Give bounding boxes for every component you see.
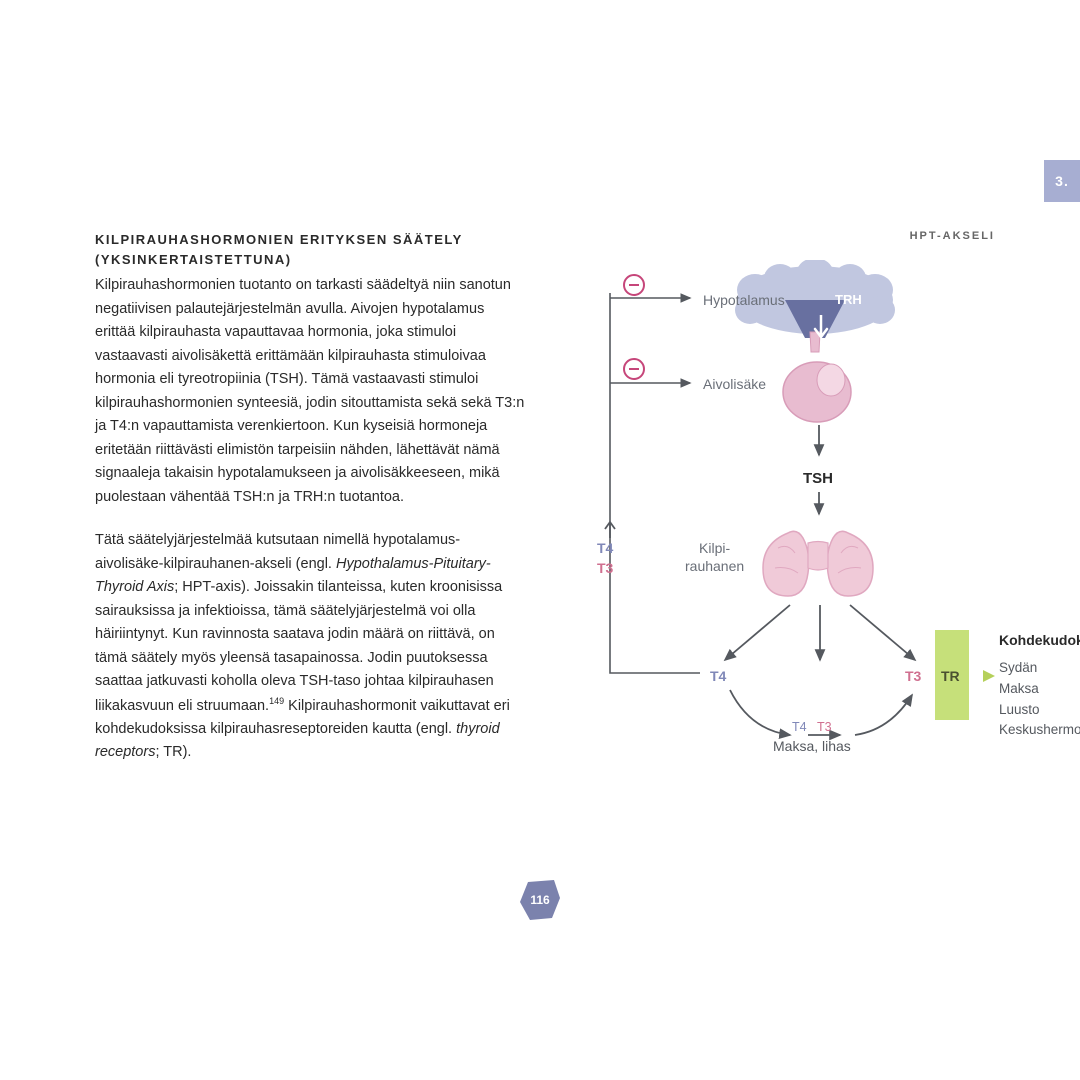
target-tissue-1: Sydän xyxy=(999,658,1080,679)
page-number-badge: 116 xyxy=(520,880,560,920)
minus-pituitary-icon xyxy=(623,358,645,380)
trh-label: TRH xyxy=(835,292,862,307)
diagram-title: HPT-AKSELI xyxy=(910,230,995,242)
pituitary-label: Aivolisäke xyxy=(703,376,766,392)
feedback-path xyxy=(595,278,715,698)
section-heading: KILPIRAUHASHORMONIEN ERITYKSEN SÄÄTELY (… xyxy=(95,230,525,270)
maksa-lihas-label: Maksa, lihas xyxy=(773,738,851,754)
feedback-up-arrow xyxy=(603,520,617,540)
diagram-column: HPT-AKSELI TRH xyxy=(555,230,995,765)
t3-small-label: T3 xyxy=(817,720,832,734)
paragraph-1: Kilpirauhashormonien tuotanto on tarkast… xyxy=(95,274,525,509)
hpt-axis-diagram: TRH TSH xyxy=(555,260,995,820)
tsh-label: TSH xyxy=(803,470,833,487)
text-column: KILPIRAUHASHORMONIEN ERITYKSEN SÄÄTELY (… xyxy=(95,230,525,765)
tr-label: TR xyxy=(941,668,960,684)
paragraph-2: Tätä säätelyjärjestelmää kutsutaan nimel… xyxy=(95,529,525,765)
chapter-tab: 3. xyxy=(1044,160,1080,202)
target-tissue-4: Keskushermosto xyxy=(999,720,1080,741)
target-tissue-2: Maksa xyxy=(999,679,1080,700)
hypothalamus-label: Hypotalamus xyxy=(703,292,785,308)
thyroid-illustration xyxy=(753,518,883,608)
heading-line1: KILPIRAUHASHORMONIEN ERITYKSEN SÄÄTELY xyxy=(95,232,463,247)
tr-arrow xyxy=(967,666,997,686)
arrow-pituitary-tsh xyxy=(811,425,827,465)
target-tissues-list: Kohdekudokset Sydän Maksa Luusto Keskush… xyxy=(999,630,1080,741)
t4-small-label: T4 xyxy=(792,720,807,734)
heading-line2: (YKSINKERTAISTETTUNA) xyxy=(95,252,292,267)
target-tissues-title: Kohdekudokset xyxy=(999,630,1080,652)
chapter-number: 3. xyxy=(1055,173,1069,189)
feedback-t4-label: T4 xyxy=(597,540,613,556)
minus-hypothalamus-icon xyxy=(623,274,645,296)
trh-down-arrow xyxy=(813,315,829,345)
target-tissue-3: Luusto xyxy=(999,700,1080,721)
page-number: 116 xyxy=(530,893,549,907)
brain-illustration xyxy=(725,260,905,360)
pituitary-illustration xyxy=(777,350,857,425)
feedback-t3-label: T3 xyxy=(597,560,613,576)
page-content: KILPIRAUHASHORMONIEN ERITYKSEN SÄÄTELY (… xyxy=(95,230,995,765)
